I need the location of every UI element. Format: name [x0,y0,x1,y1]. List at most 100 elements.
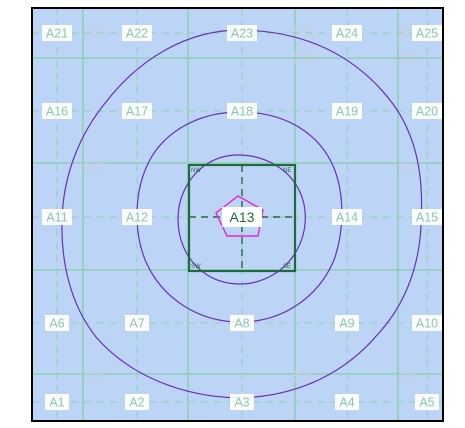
cell-label-box [332,103,362,119]
cell-label-box [335,315,359,331]
cell-label-box [125,394,149,410]
cell-label-a6: A6 [45,315,69,331]
cell-label-box [227,25,257,41]
cell-label-a17: A17 [122,103,152,119]
cell-label-a25: A25 [412,25,442,41]
watermark-text: REPW [399,371,420,378]
cell-label-a18: A18 [227,103,257,119]
watermark-text: REPW [294,378,315,385]
watermark-text: REPW [84,160,105,167]
cell-label-text: A6 [49,317,64,331]
cell-label-box [122,25,152,41]
grid-lines [32,8,443,421]
watermark-text: REPW [84,167,105,174]
cell-label-text: A4 [339,396,354,410]
cell-label-box [122,103,152,119]
corner-label-sw: SW [191,264,201,270]
watermark-text: REPW [294,34,315,41]
watermark-text: REPW [84,34,105,41]
watermark-text: REPW [399,378,420,385]
cell-label-text: A3 [234,396,249,410]
cell-label-text: A18 [231,105,253,119]
map-frame [31,7,444,422]
cell-label-box [230,394,254,410]
cell-label-text: A16 [46,105,68,119]
cell-label-a13: A13 [222,207,262,227]
cell-label-box [45,394,69,410]
cell-label-a7: A7 [125,315,149,331]
cell-label-a16: A16 [42,103,72,119]
cell-label-box [227,103,257,119]
cell-label-a11: A11 [42,209,72,225]
cell-label-box [42,209,72,225]
cell-label-text: A23 [231,27,253,41]
watermark-text: REPW [294,59,315,66]
cell-labels: A21 A22 A23 A24 A25 A16 A17 A18 A19 A20 A11 A12 A13 A… [42,25,442,410]
cell-label-box [332,209,362,225]
cell-label-a10: A10 [412,315,442,331]
watermark-text: REPW [399,167,420,174]
watermark-text: REPW [399,34,420,41]
cell-label-text: A9 [339,317,354,331]
cell-label-box [222,207,262,227]
cell-label-text: A19 [336,105,358,119]
cell-label-box [412,103,442,119]
cell-label-text: A15 [416,211,438,225]
cell-label-text: A11 [46,211,67,225]
cell-label-text: A5 [419,396,434,410]
cell-label-text: A10 [416,317,438,331]
cell-label-box [412,25,442,41]
cell-label-a15: A15 [412,209,442,225]
watermark-text: REPW [294,27,315,34]
cell-label-text: A20 [416,105,438,119]
cell-label-a24: A24 [332,25,362,41]
cell-label-a20: A20 [412,103,442,119]
watermark-text: REPW [399,160,420,167]
cell-label-text: A21 [46,27,68,41]
watermark-text: REPW [84,378,105,385]
cell-label-a5: A5 [415,394,439,410]
cell-label-box [415,394,439,410]
cell-label-box [335,394,359,410]
cell-label-box [412,315,442,331]
cell-label-a4: A4 [335,394,359,410]
cell-label-box [122,209,152,225]
cell-label-text: A22 [126,27,148,41]
cell-label-text: A12 [126,211,148,225]
cell-label-box [230,315,254,331]
cell-label-a12: A12 [122,209,152,225]
cell-label-a23: A23 [227,25,257,41]
watermark-text: REPW [294,52,315,59]
cell-label-text: A7 [129,317,144,331]
cell-label-box [42,103,72,119]
cell-label-box [125,315,149,331]
watermark-text: REPW [399,27,420,34]
cell-label-a19: A19 [332,103,362,119]
corner-label-se: SE [283,264,291,270]
cell-label-box [45,315,69,331]
watermarks: REPWREPWREPWREPWREPWREPWREPWREPWREPWREPW… [84,27,420,385]
cell-label-text: A25 [416,27,438,41]
cell-label-box [412,209,442,225]
cell-label-text: A1 [49,396,64,410]
cell-label-a9: A9 [335,315,359,331]
cell-label-a22: A22 [122,25,152,41]
cell-label-text: A13 [230,209,255,225]
corner-label-nw: NW [191,168,201,174]
watermark-text: REPW [84,27,105,34]
cell-label-a21: A21 [42,25,72,41]
cell-label-text: A2 [129,396,144,410]
cell-label-text: A14 [336,211,358,225]
cell-label-text: A24 [336,27,358,41]
watermark-text: REPW [399,59,420,66]
cell-label-box [332,25,362,41]
contour-inner [177,154,306,285]
cell-label-a2: A2 [125,394,149,410]
watermark-text: REPW [84,371,105,378]
corner-label-ne: NE [283,168,291,174]
cell-label-a8: A8 [230,315,254,331]
watermark-text: REPW [399,52,420,59]
cell-label-text: A8 [234,317,249,331]
watermark-text: REPW [294,371,315,378]
